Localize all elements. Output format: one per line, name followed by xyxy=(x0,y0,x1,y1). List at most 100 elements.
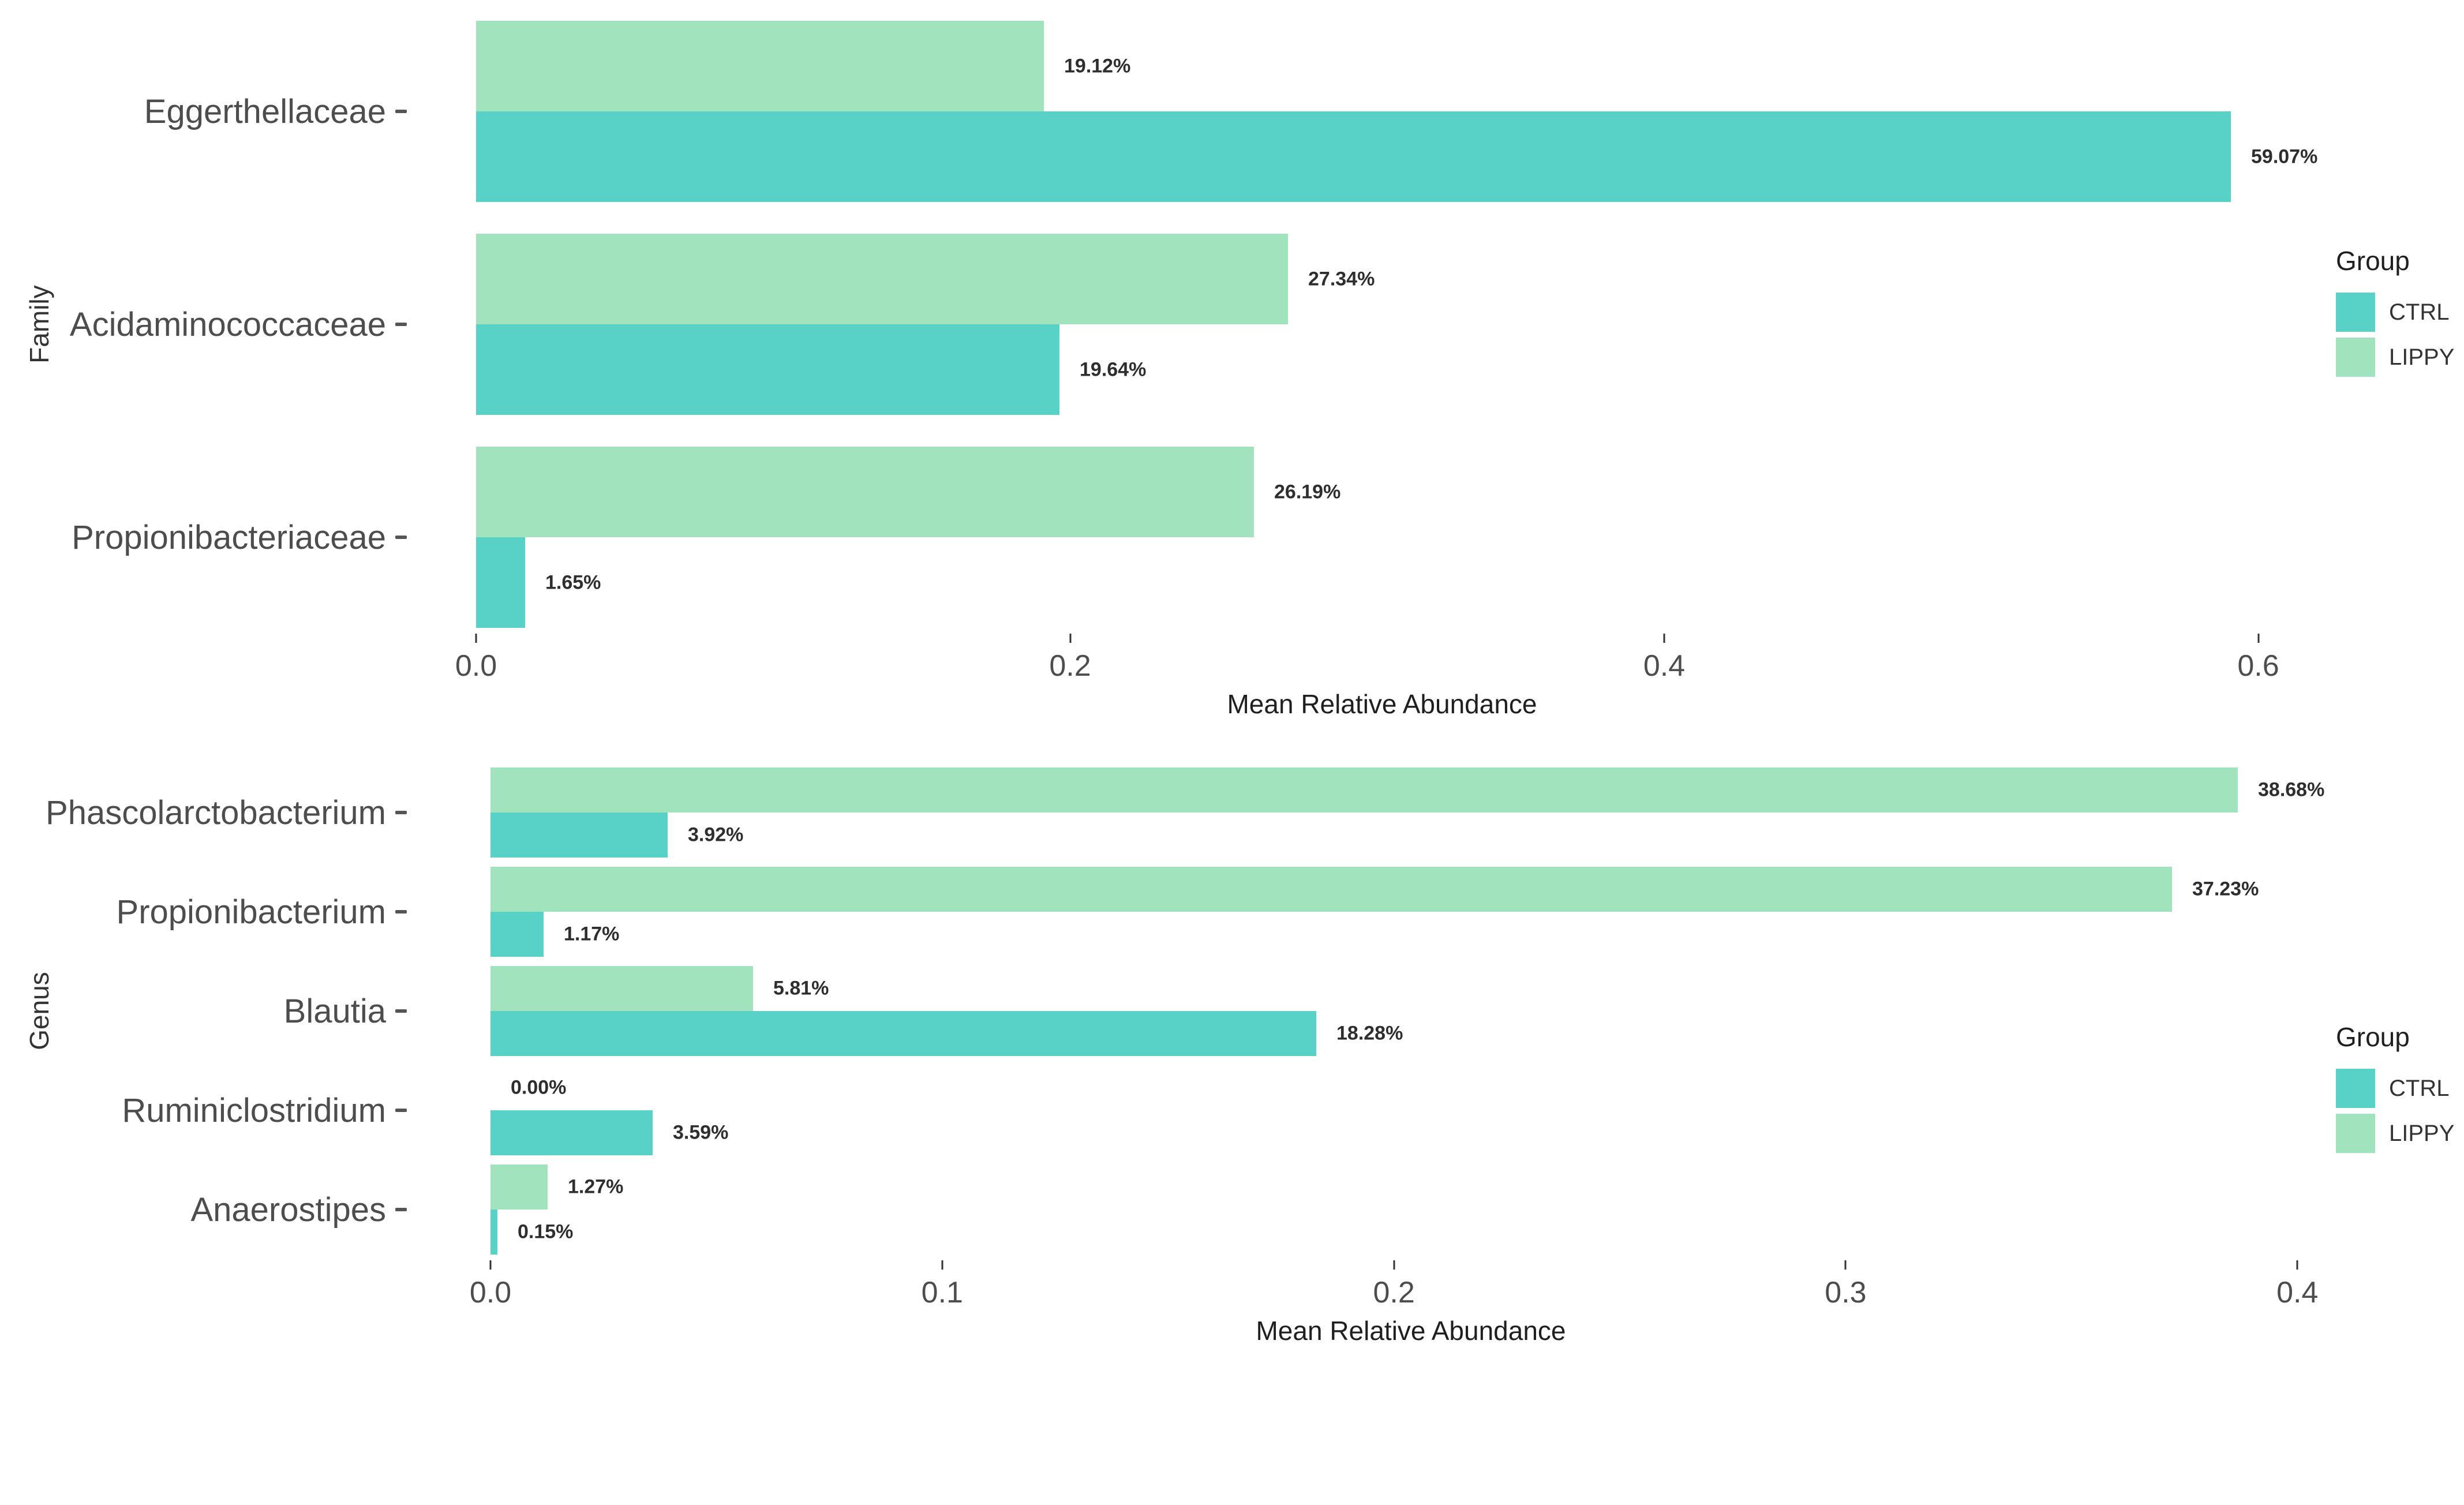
bar-ctrl xyxy=(476,537,525,628)
legend-items: CTRL LIPPY xyxy=(2336,1069,2464,1153)
legend-item-ctrl: CTRL xyxy=(2336,1069,2464,1108)
legend-item-label: LIPPY xyxy=(2389,1120,2455,1146)
bar-lippy xyxy=(490,966,753,1011)
bar-value-label: 1.27% xyxy=(568,1175,624,1198)
bar-group: 1.27% 0.15% xyxy=(490,1165,2331,1255)
x-tick-label: 0.3 xyxy=(1825,1276,1867,1309)
bar-value-label: 1.65% xyxy=(545,571,601,593)
legend-item-lippy: LIPPY xyxy=(2336,1114,2464,1153)
x-tick-label: 0.6 xyxy=(2237,649,2279,683)
x-tick-mark xyxy=(475,634,477,643)
x-tick-label: 0.4 xyxy=(1643,649,1686,683)
genus-legend: Group CTRL LIPPY xyxy=(2336,1021,2464,1159)
family-x-axis: 0.0 0.2 0.4 0.6 xyxy=(455,634,2288,686)
category-row: Eggerthellaceae 19.12% 59.07% xyxy=(0,21,2317,202)
category-label-cell: Propionibacterium xyxy=(0,867,490,957)
bar-group: 5.81% 18.28% xyxy=(490,966,2331,1056)
y-tick-mark xyxy=(395,323,407,326)
legend-items: CTRL LIPPY xyxy=(2336,293,2464,377)
bar-group: 38.68% 3.92% xyxy=(490,768,2331,858)
category-label-cell: Ruminiclostridium xyxy=(0,1065,490,1155)
y-tick-mark xyxy=(395,1208,407,1211)
bar-value-label: 18.28% xyxy=(1336,1022,1403,1044)
family-abundance-chart: Family Eggerthellaceae 19.12% 59.07% Acidam… xyxy=(0,21,2464,719)
bar-value-label: 0.00% xyxy=(511,1076,567,1099)
category-label-cell: Propionibacteriaceae xyxy=(0,447,476,628)
bar-lippy xyxy=(476,234,1288,324)
bar-value-label: 1.17% xyxy=(564,923,620,945)
bar-lippy xyxy=(490,867,2172,912)
bar-group: 27.34% 19.64% xyxy=(476,234,2288,415)
y-tick-mark xyxy=(395,1109,407,1112)
category-label: Propionibacteriaceae xyxy=(72,518,386,556)
x-tick-mark xyxy=(1069,634,1071,643)
bar-value-label: 19.12% xyxy=(1064,55,1131,77)
genus-abundance-chart: Genus Phascolarctobacterium 38.68% 3.92% Pr… xyxy=(0,768,2464,1505)
x-tick-mark xyxy=(489,1260,492,1270)
bar-ctrl xyxy=(490,912,544,957)
category-row: Ruminiclostridium 0.00% 3.59% xyxy=(0,1065,2331,1155)
bar-value-label: 37.23% xyxy=(2192,878,2259,900)
legend-item-label: CTRL xyxy=(2389,299,2450,325)
y-tick-mark xyxy=(395,910,407,914)
bar-value-label: 5.81% xyxy=(773,977,829,999)
category-label: Blautia xyxy=(283,992,386,1030)
legend-title: Group xyxy=(2336,1022,2410,1052)
bar-lippy xyxy=(490,1165,548,1210)
x-tick-mark xyxy=(1663,634,1665,643)
bar-ctrl xyxy=(490,813,668,858)
bar-value-label: 3.59% xyxy=(673,1121,729,1144)
x-tick-mark xyxy=(2296,1260,2298,1270)
x-tick-mark xyxy=(941,1260,943,1270)
genus-x-axis: 0.0 0.1 0.2 0.3 0.4 xyxy=(470,1260,2331,1312)
bar-value-label: 27.34% xyxy=(1308,268,1375,290)
bar-value-label: 59.07% xyxy=(2251,145,2318,167)
y-tick-mark xyxy=(395,1009,407,1013)
legend-title: Group xyxy=(2336,246,2410,276)
x-tick-label: 0.4 xyxy=(2276,1276,2319,1309)
category-row: Blautia 5.81% 18.28% xyxy=(0,966,2331,1056)
legend-swatch-ctrl xyxy=(2336,293,2375,332)
y-tick-mark xyxy=(395,536,407,539)
x-tick-mark xyxy=(1393,1260,1395,1270)
x-tick-label: 0.0 xyxy=(455,649,497,683)
legend-swatch-lippy xyxy=(2336,1114,2375,1153)
bar-group: 26.19% 1.65% xyxy=(476,447,2288,628)
bar-group: 0.00% 3.59% xyxy=(490,1065,2331,1155)
category-label-cell: Phascolarctobacterium xyxy=(0,768,490,858)
category-label-cell: Acidaminococcaceae xyxy=(0,234,476,415)
bar-ctrl xyxy=(476,324,1059,415)
legend-item-label: LIPPY xyxy=(2389,344,2455,370)
category-label: Anaerostipes xyxy=(190,1190,386,1229)
bar-value-label: 38.68% xyxy=(2258,778,2325,801)
legend-swatch-lippy xyxy=(2336,338,2375,377)
category-row: Acidaminococcaceae 27.34% 19.64% xyxy=(0,234,2288,415)
family-x-axis-title: Mean Relative Abundance xyxy=(1227,689,1537,719)
bar-value-label: 3.92% xyxy=(688,823,744,846)
x-tick-label: 0.0 xyxy=(469,1276,512,1309)
x-tick-label: 0.1 xyxy=(921,1276,963,1309)
x-tick-label: 0.2 xyxy=(1373,1276,1415,1309)
category-label: Eggerthellaceae xyxy=(144,92,386,130)
bar-lippy xyxy=(476,21,1044,111)
genus-x-axis-title: Mean Relative Abundance xyxy=(1256,1316,1566,1346)
bar-value-label: 26.19% xyxy=(1274,481,1341,503)
category-label-cell: Anaerostipes xyxy=(0,1165,490,1255)
category-label: Acidaminococcaceae xyxy=(69,305,386,343)
category-label-cell: Eggerthellaceae xyxy=(0,21,476,202)
x-tick-mark xyxy=(1844,1260,1847,1270)
y-tick-mark xyxy=(395,110,407,113)
bar-ctrl xyxy=(490,1110,653,1155)
legend-item-ctrl: CTRL xyxy=(2336,293,2464,332)
category-label: Ruminiclostridium xyxy=(122,1091,386,1129)
category-row: Propionibacterium 37.23% 1.17% xyxy=(0,867,2331,957)
bar-lippy xyxy=(490,768,2238,813)
category-row: Anaerostipes 1.27% 0.15% xyxy=(0,1165,2331,1255)
y-tick-mark xyxy=(395,811,407,814)
bar-ctrl xyxy=(476,111,2231,202)
bar-ctrl xyxy=(490,1210,497,1255)
category-row: Propionibacteriaceae 26.19% 1.65% xyxy=(0,447,2288,628)
bar-value-label: 0.15% xyxy=(518,1221,574,1243)
category-label-cell: Blautia xyxy=(0,966,490,1056)
